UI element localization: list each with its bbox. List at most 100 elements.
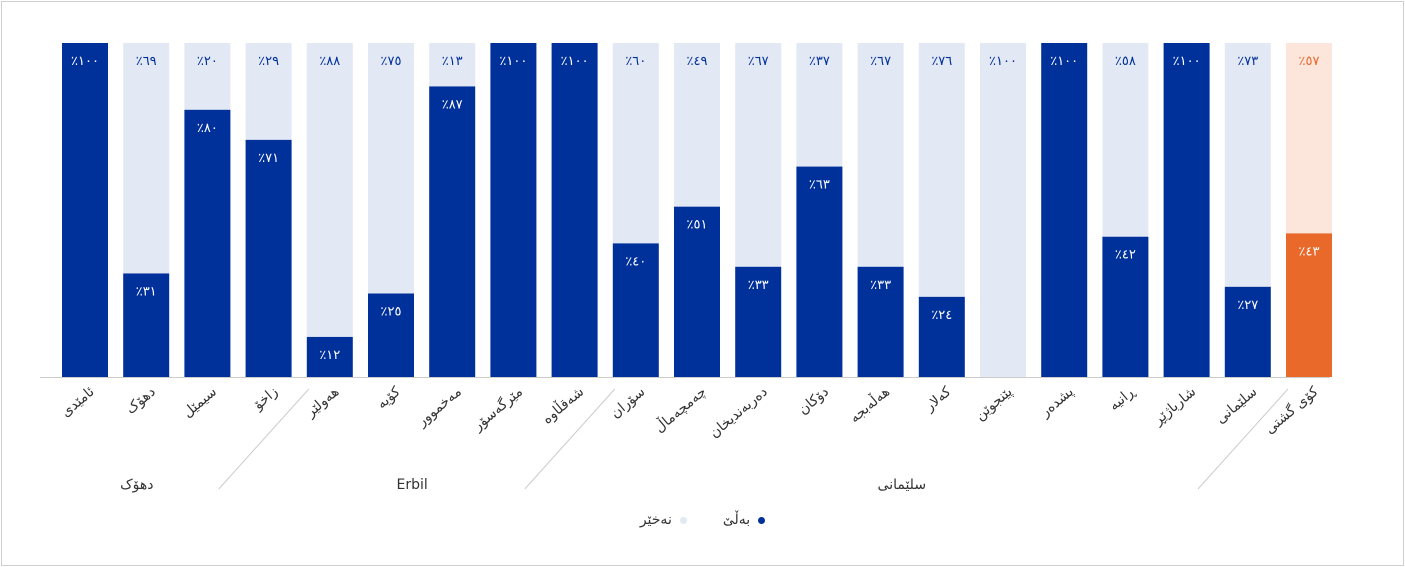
label-no-8: ٪١٠٠ [561, 54, 589, 69]
bar-no-1 [123, 43, 170, 274]
label-yes-17: ٪٤٢ [1115, 248, 1136, 263]
x-tick-label-14: کەلار [921, 384, 954, 416]
label-no-1: ٪٦٩ [136, 54, 157, 69]
label-no-18: ٪١٠٠ [1173, 54, 1201, 69]
x-tick-label-15: پێنجوێن [972, 384, 1015, 424]
x-tick-label-18: شارباژێڕ [1150, 384, 1199, 429]
label-yes-20: ٪٤٣ [1299, 244, 1320, 259]
group-separator-1 [524, 388, 616, 490]
label-no-10: ٪٤٩ [687, 54, 708, 69]
x-tick-label-12: دۆکان [795, 384, 831, 418]
label-yes-13: ٪٣٣ [870, 278, 891, 293]
label-yes-4: ٪١٢ [319, 348, 340, 363]
bar-yes-16 [1041, 43, 1088, 377]
label-yes-9: ٪٤٠ [625, 254, 646, 269]
bar-yes-9 [612, 243, 659, 377]
bar-yes-19 [1224, 286, 1271, 377]
group-label-1: Erbil [397, 477, 428, 493]
bar-yes-1 [123, 273, 170, 377]
group-label-0: دهۆک [120, 477, 153, 493]
label-no-11: ٪٦٧ [748, 54, 769, 69]
legend-label-no: نەخێر [639, 512, 672, 528]
label-yes-5: ٪٢٥ [381, 305, 402, 320]
bar-yes-17 [1102, 236, 1149, 377]
bar-yes-20 [1286, 233, 1332, 377]
x-tick-label-16: پشدەر [1037, 384, 1077, 421]
group-separator-0 [218, 388, 310, 490]
bar-yes-0 [62, 43, 108, 377]
label-no-19: ٪٧٣ [1237, 54, 1258, 69]
bar-no-13 [857, 43, 904, 267]
x-tick-label-3: زاخۆ [250, 384, 281, 414]
label-yes-14: ٪٢٤ [931, 308, 952, 323]
x-tick-label-0: ئامێدی [58, 384, 98, 421]
label-no-14: ٪٧٦ [931, 54, 952, 69]
bar-no-17 [1102, 43, 1149, 237]
bar-no-12 [796, 43, 843, 167]
label-yes-19: ٪٢٧ [1237, 298, 1258, 313]
bar-yes-10 [674, 206, 720, 377]
bar-no-5 [368, 43, 414, 294]
label-yes-6: ٪٨٧ [442, 97, 463, 112]
label-yes-2: ٪٨٠ [197, 121, 218, 136]
label-no-16: ٪١٠٠ [1050, 54, 1078, 69]
legend-item-yes: بەڵێ [722, 512, 766, 528]
x-tick-label-5: کۆیە [374, 384, 404, 413]
label-no-20: ٪٥٧ [1299, 54, 1320, 69]
label-yes-12: ٪٦٣ [809, 178, 830, 193]
x-tick-label-8: شەقڵاوە [538, 382, 587, 427]
bar-no-11 [735, 43, 782, 267]
label-no-2: ٪٢٠ [197, 54, 218, 69]
label-no-4: ٪٨٨ [319, 54, 340, 69]
bar-no-4 [306, 43, 353, 337]
legend-dot-no [679, 516, 687, 524]
label-no-6: ٪١٣ [442, 54, 463, 69]
bar-yes-2 [184, 109, 231, 378]
bar-no-15 [980, 43, 1026, 377]
label-no-7: ٪١٠٠ [499, 54, 527, 69]
bar-no-6 [429, 43, 476, 87]
legend: بەڵێ نەخێر [0, 512, 1405, 528]
bar-yes-6 [429, 86, 476, 378]
x-tick-label-9: سۆران [608, 384, 649, 422]
x-tick-label-6: مەخموور [413, 384, 464, 431]
legend-item-no: نەخێر [640, 512, 687, 528]
label-yes-11: ٪٣٣ [748, 278, 769, 293]
label-no-13: ٪٦٧ [870, 54, 891, 69]
bar-no-14 [918, 43, 965, 297]
group-separator-2 [1197, 388, 1289, 490]
bar-yes-18 [1163, 43, 1210, 377]
label-yes-10: ٪٥١ [687, 218, 708, 233]
bar-no-9 [612, 43, 659, 244]
x-tick-label-11: دەربەندیخان [707, 384, 771, 442]
legend-label-yes: بەڵێ [722, 512, 751, 528]
bar-yes-5 [368, 293, 414, 377]
group-label-2: سلێمانی [878, 477, 927, 493]
bar-yes-14 [918, 296, 965, 377]
bar-no-2 [184, 43, 231, 110]
bar-yes-3 [245, 139, 292, 377]
bar-yes-4 [306, 336, 353, 377]
label-no-15: ٪١٠٠ [989, 54, 1017, 69]
bar-no-20 [1286, 43, 1332, 234]
label-no-5: ٪٧٥ [381, 54, 402, 69]
bar-no-19 [1224, 43, 1271, 287]
label-no-17: ٪٥٨ [1115, 54, 1136, 69]
bar-yes-11 [735, 266, 782, 377]
bar-yes-8 [551, 43, 598, 377]
label-no-3: ٪٢٩ [258, 54, 279, 69]
x-tick-label-20: کۆی گشتی [1261, 383, 1321, 438]
legend-dot-yes [758, 516, 766, 524]
bar-yes-7 [490, 43, 537, 377]
x-tick-label-13: هەڵەبجە [846, 382, 894, 426]
bar-no-10 [674, 43, 720, 207]
bar-yes-12 [796, 166, 843, 377]
bar-no-3 [245, 43, 292, 140]
x-tick-label-10: چەمچەماڵ [650, 382, 709, 436]
label-yes-0: ٪١٠٠ [71, 54, 99, 69]
label-yes-1: ٪٣١ [136, 284, 157, 299]
label-no-9: ٪٦٠ [625, 54, 646, 69]
label-yes-3: ٪٧١ [258, 151, 279, 166]
bar-yes-13 [857, 266, 904, 377]
